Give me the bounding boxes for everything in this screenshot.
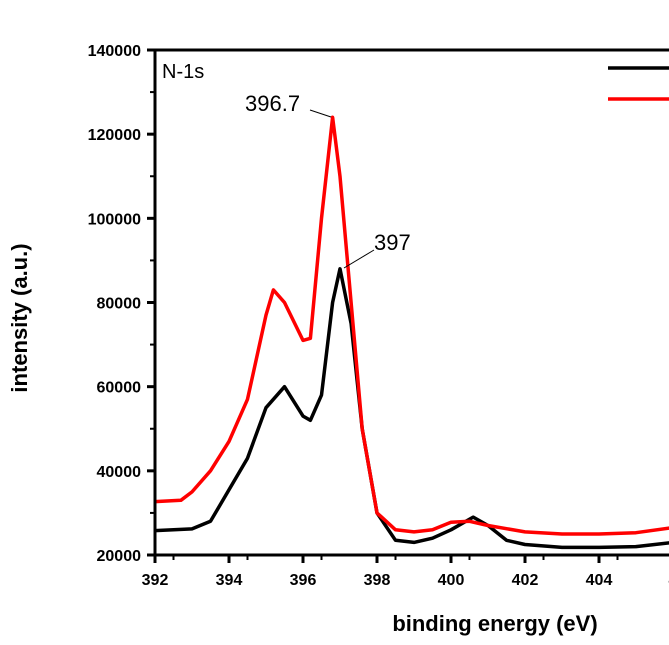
peak-arrow-red	[309, 109, 332, 118]
x-tick-label: 392	[142, 572, 169, 589]
x-tick-label: 404	[586, 572, 613, 589]
series-line-1	[154, 115, 669, 536]
peak-label-black: 397	[374, 230, 411, 255]
y-tick-label: 140000	[88, 43, 141, 60]
y-tick-label: 120000	[88, 127, 141, 144]
x-axis-label: binding energy (eV)	[392, 611, 597, 636]
y-tick-label: 80000	[97, 296, 142, 313]
x-tick-label: 396	[290, 572, 317, 589]
y-axis-label: intensity (a.u.)	[7, 243, 32, 392]
y-tick-label: 60000	[97, 380, 142, 397]
x-tick-label: 398	[364, 572, 391, 589]
y-tick-label: 40000	[97, 464, 142, 481]
x-tick-label: 402	[512, 572, 539, 589]
y-tick-label: 20000	[97, 548, 142, 565]
y-tick-label: 100000	[88, 211, 141, 228]
peak-arrow-black	[343, 249, 375, 269]
panel-label: N-1s	[162, 61, 204, 83]
x-tick-label: 394	[216, 572, 243, 589]
peak-label-red: 396.7	[245, 91, 300, 116]
x-tick-label: 400	[438, 572, 465, 589]
series-line-0	[154, 267, 669, 550]
